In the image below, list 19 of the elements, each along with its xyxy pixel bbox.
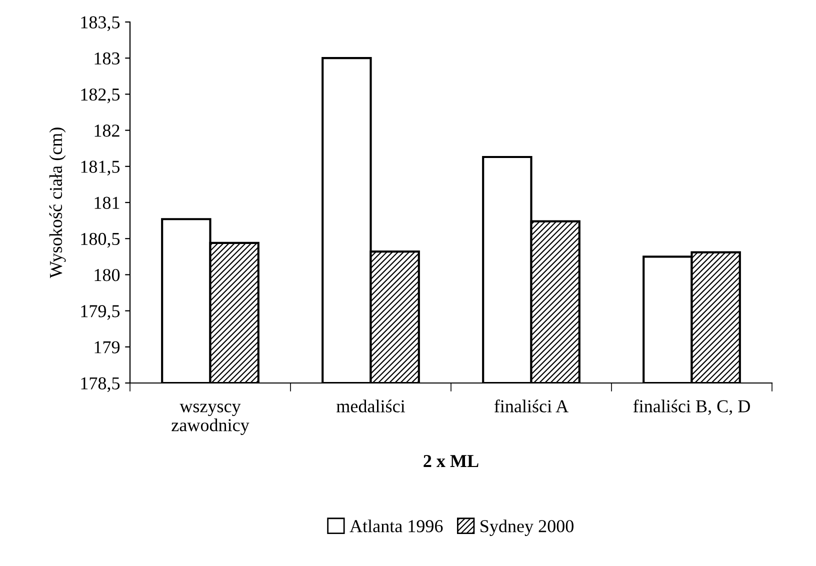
legend-label: Sydney 2000 xyxy=(480,520,574,536)
y-tick-label: 178,5 xyxy=(81,377,120,392)
y-axis-title: Wysokość ciała (cm) xyxy=(49,128,66,278)
y-tick-label: 179,5 xyxy=(81,305,120,320)
x-tick-label: medaliści xyxy=(336,400,405,412)
x-axis-title: 2 x ML xyxy=(424,454,478,467)
x-tick-label: finaliści B, C, D xyxy=(633,399,750,415)
y-tick-label: 179 xyxy=(94,341,120,354)
y-tick-label: 183 xyxy=(94,52,120,65)
legend-label: Atlanta 1996 xyxy=(350,520,443,532)
y-tick-label: 181,5 xyxy=(81,160,120,176)
y-tick-label: 183,5 xyxy=(81,16,120,32)
y-tick-label: 180,5 xyxy=(81,232,120,248)
y-tick-label: 180 xyxy=(94,268,120,282)
y-tick-label: 181 xyxy=(94,196,120,209)
y-tick-label: 182 xyxy=(94,124,120,137)
x-tick-label: wszyscy zawodnicy xyxy=(172,404,250,435)
x-tick-label: finaliści A xyxy=(494,399,568,412)
y-tick-label: 182,5 xyxy=(81,88,120,104)
